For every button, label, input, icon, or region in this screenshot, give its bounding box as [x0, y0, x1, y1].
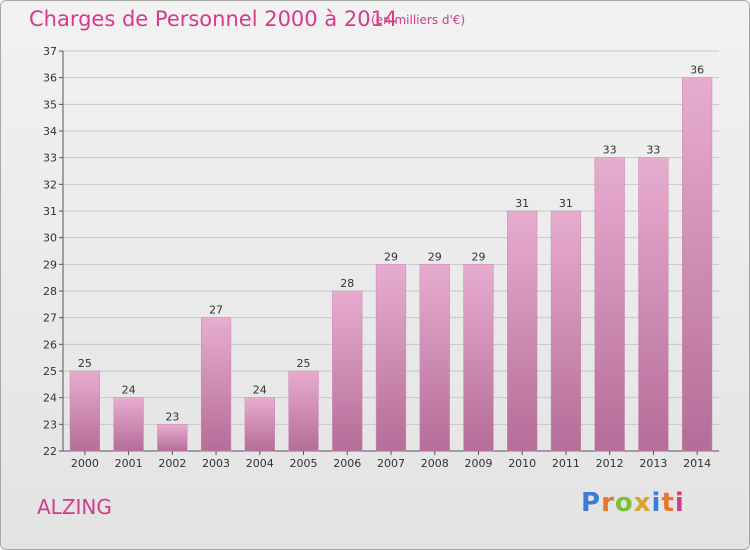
- bar: [419, 264, 450, 452]
- y-tick-label: 30: [43, 232, 57, 245]
- bar-chart: 22 23 24 25 26 27 28 29 30 31 32 33 34 35 36 37 25 2000 24…: [43, 45, 719, 470]
- y-tick-label: 22: [43, 445, 57, 458]
- bar: [638, 157, 669, 452]
- bar: [375, 264, 407, 452]
- bar: [244, 397, 275, 452]
- x-tick-label: 2008: [421, 457, 449, 470]
- bar-value-label: 28: [340, 277, 354, 290]
- y-tick-label: 37: [43, 45, 57, 58]
- logo-letter: i: [674, 488, 685, 518]
- bar: [550, 210, 582, 452]
- y-tick-label: 36: [43, 72, 57, 85]
- y-tick-label: 33: [43, 152, 57, 165]
- bar-value-label: 29: [471, 250, 485, 263]
- commune-name: ALZING: [37, 495, 112, 519]
- bar-value-label: 29: [428, 250, 442, 263]
- x-tick-label: 2004: [246, 457, 274, 470]
- bar: [332, 290, 363, 452]
- x-tick-label: 2012: [596, 457, 624, 470]
- bar-value-label: 27: [209, 304, 223, 317]
- chart-title: Charges de Personnel 2000 à 2014: [29, 7, 398, 31]
- x-tick-label: 2005: [290, 457, 318, 470]
- bar: [463, 264, 494, 452]
- x-tick-label: 2013: [639, 457, 667, 470]
- x-tick-label: 2011: [552, 457, 580, 470]
- bar: [507, 210, 538, 452]
- y-tick-label: 25: [43, 365, 57, 378]
- bar: [682, 77, 713, 452]
- x-tick-label: 2007: [377, 457, 405, 470]
- bar-value-label: 23: [165, 410, 179, 423]
- bar-value-label: 33: [646, 144, 660, 157]
- bar-value-label: 31: [559, 197, 573, 210]
- bar-value-label: 24: [122, 384, 136, 397]
- proxiti-logo: Proxiti: [581, 488, 685, 518]
- bar-value-label: 25: [78, 357, 92, 370]
- y-tick-label: 32: [43, 178, 57, 191]
- bar-value-label: 29: [384, 250, 398, 263]
- x-tick-label: 2009: [464, 457, 492, 470]
- x-tick-label: 2003: [202, 457, 230, 470]
- bar-value-label: 24: [253, 384, 267, 397]
- y-tick-label: 24: [43, 392, 57, 405]
- bar: [288, 370, 319, 452]
- y-tick-label: 27: [43, 312, 57, 325]
- y-tick-label: 34: [43, 125, 57, 138]
- bar-value-label: 33: [603, 144, 617, 157]
- bar-value-label: 36: [690, 64, 704, 77]
- bar: [69, 370, 100, 452]
- logo-letter: t: [661, 488, 675, 518]
- chart-subtitle: (en milliers d'€): [371, 13, 466, 27]
- y-tick-label: 35: [43, 98, 57, 111]
- logo-letter: P: [581, 488, 602, 518]
- logo-letter: x: [633, 488, 652, 518]
- x-tick-label: 2001: [115, 457, 143, 470]
- y-tick-label: 26: [43, 338, 57, 351]
- bar: [594, 157, 625, 452]
- x-tick-label: 2006: [333, 457, 361, 470]
- bar-value-label: 31: [515, 197, 529, 210]
- x-tick-label: 2014: [683, 457, 711, 470]
- bar-value-label: 25: [297, 357, 311, 370]
- y-tick-label: 29: [43, 258, 57, 271]
- y-tick-label: 31: [43, 205, 57, 218]
- logo-letter: i: [651, 488, 662, 518]
- logo-letter: o: [614, 488, 634, 518]
- x-tick-label: 2000: [71, 457, 99, 470]
- y-tick-label: 28: [43, 285, 57, 298]
- bar: [157, 424, 188, 452]
- x-tick-label: 2010: [508, 457, 536, 470]
- y-tick-label: 23: [43, 418, 57, 431]
- bar: [113, 397, 144, 452]
- x-tick-label: 2002: [158, 457, 186, 470]
- logo-letter: r: [601, 488, 615, 518]
- bar: [200, 317, 232, 452]
